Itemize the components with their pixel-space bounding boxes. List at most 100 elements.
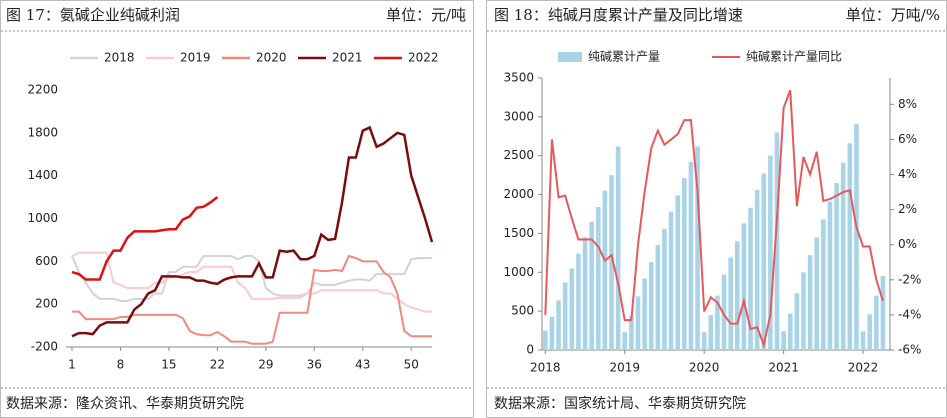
legend-label: 纯碱累计产量同比 [746,50,842,64]
x-tick-label: 29 [258,358,273,372]
x-tick-label: 15 [161,358,176,372]
chart-title: 图 18：纯碱月度累计产量及同比增速 [494,6,743,24]
bar [675,195,681,350]
bar [543,330,548,350]
bar [794,293,800,350]
x-tick-label: 2021 [768,361,799,375]
y-tick-label: 1400 [27,168,58,182]
bar [874,295,879,350]
y2-tick-label: 6% [898,132,917,146]
bar [847,143,853,350]
bar [635,296,641,350]
y-tick-label: 3500 [503,71,534,85]
bar [695,146,700,350]
y-tick-label: 1500 [503,226,534,240]
y2-tick-label: 8% [898,97,917,111]
legend-label: 2020 [256,51,287,65]
legend-label: 2021 [332,51,363,65]
line [71,196,219,281]
bar [682,178,687,350]
y-tick-label: 2000 [503,187,534,201]
y2-tick-label: -4% [898,307,921,321]
bar [748,207,753,350]
line [72,254,432,345]
unit: 单位：万吨/% [846,6,940,24]
bar [834,182,839,350]
bar [880,276,886,350]
bar [609,175,614,350]
bar [556,300,561,350]
line [71,251,432,313]
bar [761,173,767,350]
bar [602,190,608,350]
bar [814,237,820,350]
bar [615,146,621,350]
bar [655,245,661,350]
bar [781,331,786,350]
bar [860,331,866,350]
bar [595,207,601,350]
bar [549,316,555,350]
bar [576,253,581,350]
unit: 单位：元/吨 [386,6,466,24]
bar [701,332,707,350]
bar [642,278,647,350]
bar [622,332,628,350]
y-tick-label: 3000 [503,109,534,123]
bar [754,189,760,350]
legend-swatch [558,52,582,62]
y2-tick-label: -2% [898,272,921,286]
source: 数据来源：国家统计局、华泰期货研究院 [494,395,746,412]
y-tick-label: 1000 [503,265,534,279]
y-tick-label: -200 [31,340,58,354]
legend-label: 2019 [180,51,211,65]
left-panel [0,0,474,418]
y-tick-label: 1000 [27,211,58,225]
y2-tick-label: 2% [898,202,917,216]
y-tick-label: 600 [35,254,58,268]
bar [629,315,634,350]
bar [827,201,833,350]
bar [662,228,667,350]
bar [854,123,859,350]
y2-tick-label: 4% [898,167,917,181]
y-tick-label: 500 [511,304,534,318]
x-tick-label: 36 [307,358,322,372]
x-tick-label: 2018 [530,361,561,375]
bar [721,274,727,350]
x-tick-label: 2020 [689,361,720,375]
bar [741,223,747,350]
y2-tick-label: -6% [898,343,921,357]
bar [801,272,806,350]
x-tick-label: 50 [404,358,419,372]
line [71,125,434,338]
line [544,89,884,349]
bar [787,313,793,350]
bar [774,132,780,350]
x-tick-label: 43 [355,358,370,372]
bar [708,315,714,350]
bar [715,295,720,350]
bar [867,314,872,350]
y-tick-label: 0 [526,343,534,357]
bar [807,255,813,350]
legend-label: 2022 [408,51,439,65]
bar [728,257,733,350]
x-tick-label: 2022 [848,361,879,375]
legend-label: 纯碱累计产量 [588,50,660,64]
bar [840,162,846,350]
bar [668,211,674,350]
chart-title: 图 17：氨碱企业纯碱利润 [6,6,180,24]
legend-label: 2018 [104,51,135,65]
bar [569,268,575,350]
bar [648,262,654,350]
y-tick-label: 1800 [27,125,58,139]
y-tick-label: 2500 [503,148,534,162]
line [71,254,432,302]
bar [734,241,740,350]
x-tick-label: 2019 [609,361,640,375]
y2-tick-label: 0% [898,237,917,251]
y-tick-label: 200 [35,297,58,311]
source: 数据来源：隆众资讯、华泰期货研究院 [6,395,244,412]
